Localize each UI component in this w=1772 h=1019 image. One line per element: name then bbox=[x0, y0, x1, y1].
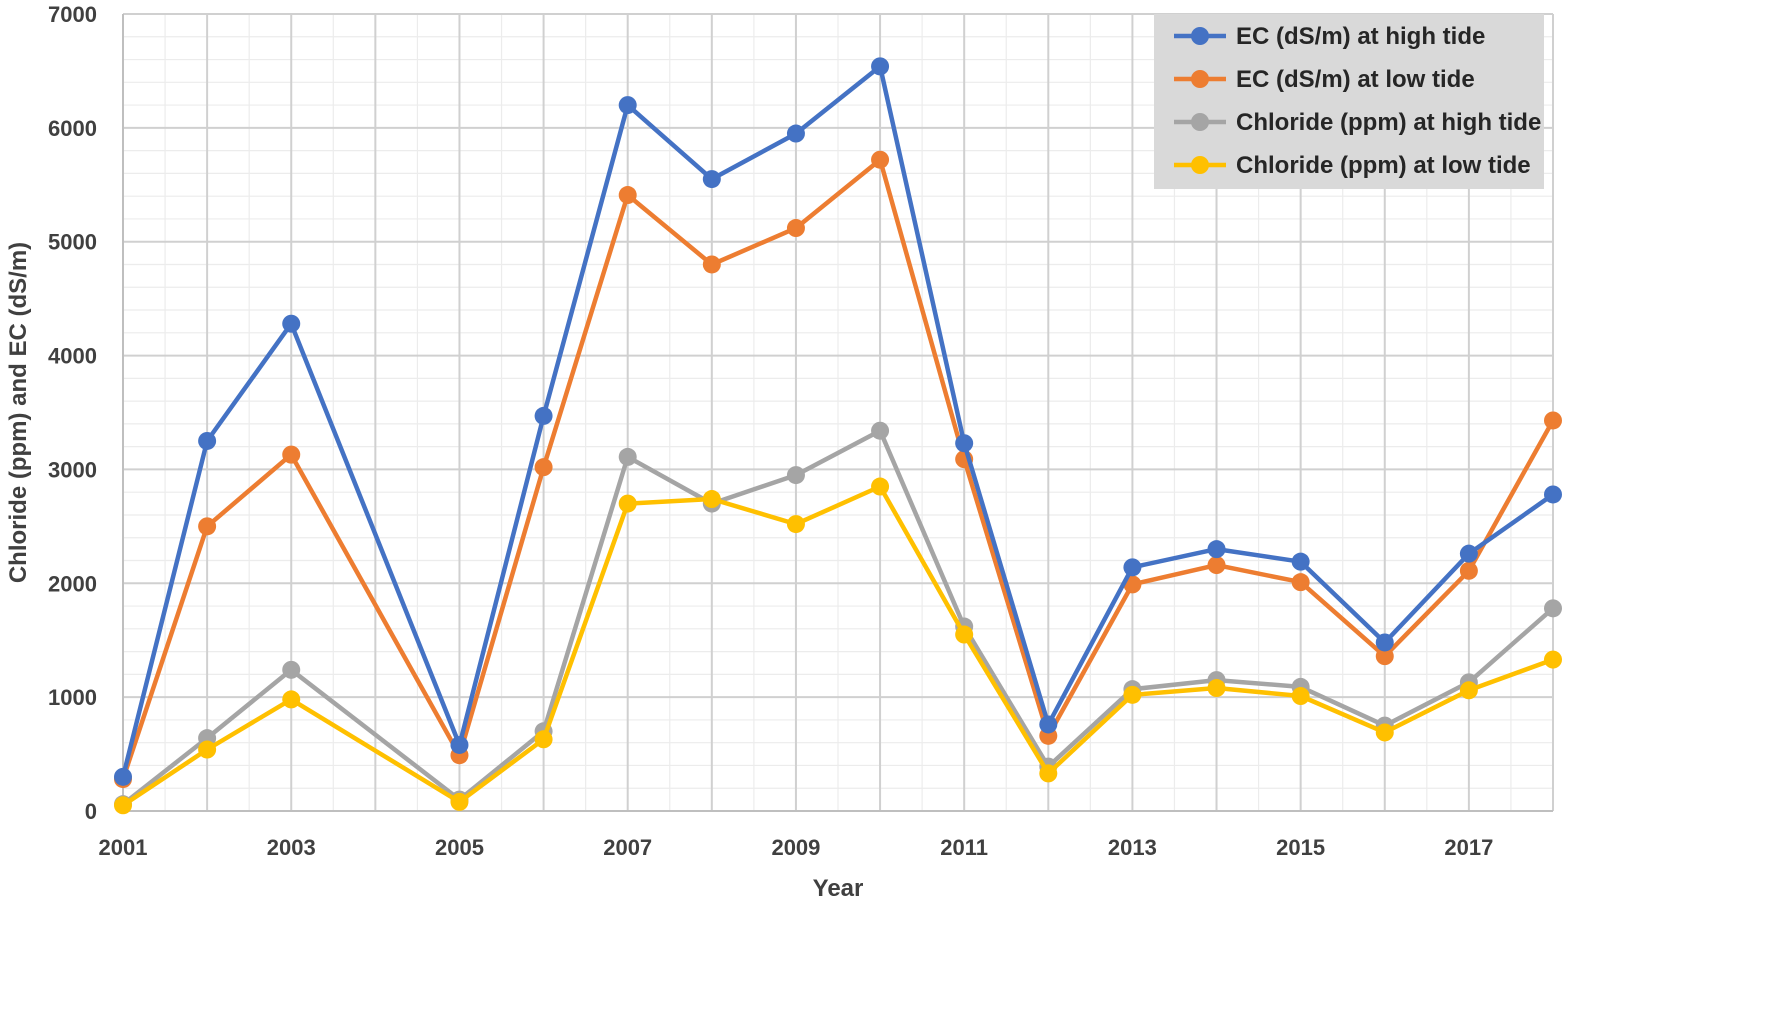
y-tick-label: 6000 bbox=[48, 116, 97, 141]
y-tick-label: 5000 bbox=[48, 230, 97, 255]
data-point bbox=[786, 466, 805, 485]
data-point bbox=[1207, 556, 1226, 575]
data-point bbox=[198, 740, 217, 759]
legend: EC (dS/m) at high tide EC (dS/m) at low t… bbox=[1154, 14, 1544, 189]
data-point bbox=[1207, 540, 1226, 559]
series-3 bbox=[114, 477, 1562, 815]
data-point bbox=[1375, 647, 1394, 666]
legend-item: EC (dS/m) at high tide bbox=[1174, 23, 1485, 50]
y-tick-label: 7000 bbox=[48, 2, 97, 27]
data-point bbox=[114, 796, 132, 815]
legend-label: Chloride (ppm) at high tide bbox=[1236, 109, 1541, 136]
data-point bbox=[702, 490, 721, 509]
legend-swatch-marker bbox=[1191, 113, 1209, 131]
data-point bbox=[786, 219, 805, 238]
legend-swatch-marker bbox=[1191, 156, 1209, 174]
y-axis-title: Chloride (ppm) and EC (dS/m) bbox=[5, 242, 32, 583]
data-point bbox=[1544, 411, 1562, 430]
x-tick-label: 2003 bbox=[267, 835, 316, 860]
axes bbox=[122, 14, 1553, 812]
data-point bbox=[1291, 573, 1310, 592]
data-point bbox=[1123, 685, 1142, 704]
legend-label: EC (dS/m) at high tide bbox=[1236, 23, 1485, 50]
data-point bbox=[618, 494, 637, 513]
data-point bbox=[618, 96, 637, 115]
data-point bbox=[871, 477, 890, 496]
x-tick-label: 2009 bbox=[771, 835, 820, 860]
data-point bbox=[1375, 633, 1394, 652]
data-point bbox=[1459, 561, 1478, 580]
data-point bbox=[534, 458, 553, 477]
data-point bbox=[450, 792, 469, 811]
legend-label: Chloride (ppm) at low tide bbox=[1236, 152, 1531, 179]
x-tick-label: 2017 bbox=[1444, 835, 1493, 860]
data-point bbox=[114, 767, 132, 786]
y-tick-label: 2000 bbox=[48, 571, 97, 596]
data-point bbox=[1123, 558, 1142, 577]
data-point bbox=[1544, 599, 1562, 618]
data-point bbox=[955, 434, 974, 453]
data-point bbox=[282, 690, 301, 709]
data-point bbox=[282, 660, 301, 679]
series-layer bbox=[114, 57, 1562, 815]
y-tick-label: 0 bbox=[85, 799, 97, 824]
legend-item: EC (dS/m) at low tide bbox=[1174, 66, 1475, 93]
data-point bbox=[871, 421, 890, 440]
x-tick-label: 2011 bbox=[940, 835, 988, 860]
x-tick-label: 2001 bbox=[99, 835, 148, 860]
legend-label: EC (dS/m) at low tide bbox=[1236, 66, 1475, 93]
data-point bbox=[1039, 715, 1058, 734]
data-point bbox=[786, 515, 805, 534]
legend-item: Chloride (ppm) at high tide bbox=[1174, 109, 1541, 136]
data-point bbox=[1291, 687, 1310, 706]
data-point bbox=[871, 57, 890, 76]
y-tick-label: 3000 bbox=[48, 457, 97, 482]
x-tick-label: 2015 bbox=[1276, 835, 1325, 860]
data-point bbox=[955, 625, 974, 644]
x-tick-label: 2013 bbox=[1108, 835, 1157, 860]
data-point bbox=[1375, 723, 1394, 742]
y-tick-label: 4000 bbox=[48, 344, 97, 369]
legend-swatch-marker bbox=[1191, 70, 1209, 88]
x-tick-label: 2005 bbox=[435, 835, 484, 860]
series-0 bbox=[114, 57, 1562, 786]
data-point bbox=[618, 186, 637, 205]
y-tick-label: 1000 bbox=[48, 685, 97, 710]
data-point bbox=[702, 255, 721, 274]
data-point bbox=[786, 124, 805, 143]
tick-labels: 0 1000 2000 3000 4000 5000 6000 7000 2001 2003 200… bbox=[48, 2, 1493, 860]
data-point bbox=[450, 735, 469, 754]
data-point bbox=[1459, 681, 1478, 700]
data-point bbox=[1544, 650, 1562, 669]
data-point bbox=[282, 314, 301, 333]
data-point bbox=[1039, 764, 1058, 783]
data-point bbox=[282, 445, 301, 464]
data-point bbox=[198, 431, 217, 450]
data-point bbox=[1207, 679, 1226, 698]
legend-swatch-marker bbox=[1191, 27, 1209, 45]
data-point bbox=[618, 447, 637, 466]
data-point bbox=[198, 517, 217, 536]
data-point bbox=[702, 170, 721, 189]
legend-background bbox=[1154, 14, 1544, 189]
data-point bbox=[534, 730, 553, 749]
data-point bbox=[1459, 544, 1478, 563]
data-point bbox=[871, 150, 890, 169]
x-tick-label: 2007 bbox=[603, 835, 652, 860]
data-point bbox=[1544, 485, 1562, 504]
x-axis-title: Year bbox=[813, 875, 864, 902]
data-point bbox=[1291, 552, 1310, 571]
legend-item: Chloride (ppm) at low tide bbox=[1174, 152, 1531, 179]
data-point bbox=[534, 406, 553, 425]
